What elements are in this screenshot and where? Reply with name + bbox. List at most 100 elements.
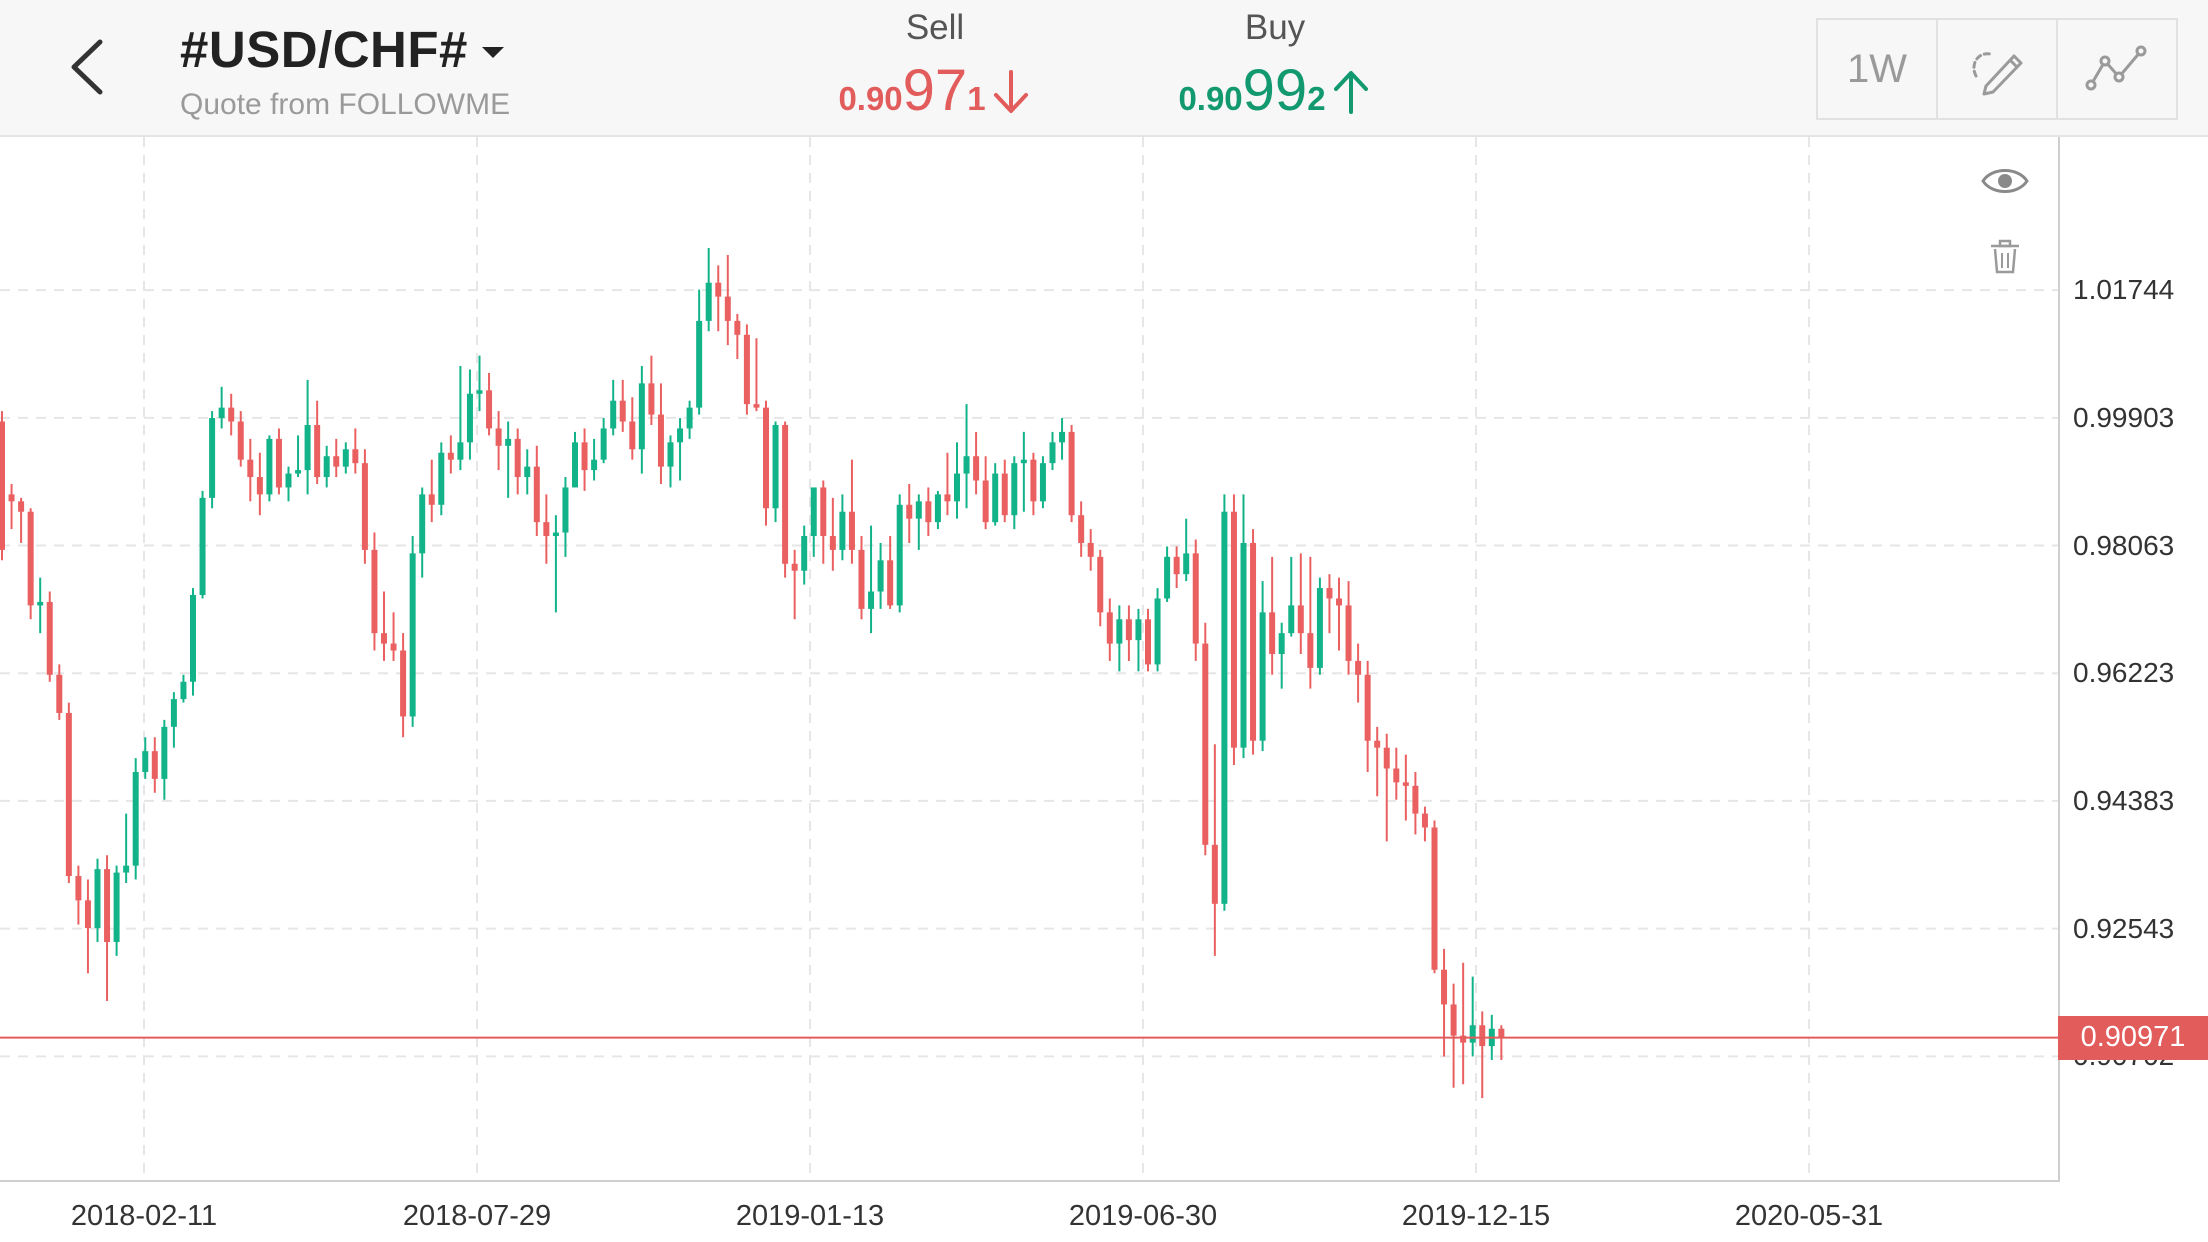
- candle-up: [810, 487, 817, 557]
- candle-up: [839, 494, 846, 561]
- candle-body: [37, 601, 44, 606]
- candle-up: [552, 515, 559, 613]
- candle-up: [476, 355, 483, 412]
- indicator-line-icon: [2085, 45, 2147, 91]
- toggle-drawings-button[interactable]: [1980, 163, 2030, 199]
- candle-body: [533, 466, 540, 523]
- candle-body: [629, 421, 636, 450]
- candle-body: [1059, 431, 1066, 443]
- x-tick-label: 2020-05-31: [1734, 1200, 1884, 1232]
- candle-body: [1240, 542, 1247, 748]
- candle-body: [333, 456, 340, 467]
- candlestick-plot[interactable]: [0, 137, 2058, 1180]
- pen-draw-icon: [1972, 52, 2023, 96]
- candle-body: [457, 442, 464, 460]
- candle-up: [37, 577, 44, 634]
- candle-down: [1145, 608, 1151, 672]
- candle-body: [1068, 431, 1075, 516]
- candle-body: [476, 390, 483, 394]
- candle-body: [1326, 588, 1333, 599]
- x-tick-label: 2018-02-11: [70, 1200, 218, 1232]
- candle-body: [400, 650, 407, 717]
- back-button[interactable]: [58, 32, 118, 102]
- candle-down: [1192, 539, 1199, 661]
- candle-body: [104, 869, 111, 942]
- candle-body: [667, 442, 674, 467]
- symbol-selector[interactable]: #USD/CHF#: [180, 20, 504, 79]
- draw-tool-button[interactable]: [1938, 20, 2058, 118]
- price-chart[interactable]: 1.01744 0.99903 0.98063 0.96223 0.94383 0.925…: [0, 137, 2208, 1242]
- candle-down: [361, 449, 368, 564]
- x-tick-label: 2019-01-13: [735, 1200, 885, 1232]
- current-price-tag: 0.90971: [2058, 1015, 2208, 1060]
- candle-body: [18, 501, 25, 512]
- candle-body: [438, 452, 445, 505]
- buy-price-fraction: 2: [1307, 80, 1326, 117]
- candle-down: [8, 483, 15, 530]
- candle-down: [1450, 983, 1457, 1088]
- candle-up: [638, 366, 645, 474]
- candle-body: [218, 407, 225, 419]
- candle-down: [447, 435, 454, 474]
- candle-body: [982, 480, 989, 523]
- symbol-title: #USD/CHF#: [180, 21, 468, 78]
- candle-down: [275, 428, 282, 495]
- candle-body: [27, 511, 34, 606]
- candle-down: [1211, 744, 1218, 956]
- candle-body: [1250, 542, 1257, 741]
- candle-up: [915, 494, 922, 550]
- candle-down: [906, 483, 913, 543]
- candle-down: [1345, 581, 1352, 675]
- timeframe-button[interactable]: 1W: [1818, 20, 1938, 118]
- candle-up: [877, 542, 884, 609]
- indicator-button[interactable]: [2058, 20, 2176, 118]
- candle-body: [1192, 553, 1199, 644]
- candle-down: [858, 536, 865, 620]
- candle-down: [1364, 660, 1371, 772]
- candle-body: [495, 428, 502, 446]
- candle-down: [1336, 577, 1342, 651]
- delete-drawings-button[interactable]: [1988, 239, 2022, 275]
- sell-button[interactable]: Sell 0.90 97 1: [820, 8, 1050, 120]
- candle-body: [199, 497, 206, 596]
- candle-body: [1183, 553, 1190, 575]
- candle-down: [973, 431, 980, 495]
- candle-down: [1078, 501, 1085, 557]
- candle-body: [1135, 619, 1142, 641]
- sell-price-prefix: 0.90: [838, 80, 903, 117]
- candle-body: [1202, 643, 1209, 845]
- candle-down: [753, 338, 760, 412]
- chart-toolbar: 1W: [1816, 18, 2178, 120]
- x-tick-label: 2019-06-30: [1068, 1200, 1218, 1232]
- candle-body: [94, 869, 101, 929]
- candle-body: [638, 383, 645, 450]
- candle-up: [123, 813, 130, 883]
- candle-up: [161, 719, 168, 800]
- candle-body: [801, 536, 808, 571]
- candle-body: [1421, 813, 1428, 828]
- candle-down: [1412, 771, 1419, 835]
- buy-button[interactable]: Buy 0.90 99 2: [1160, 8, 1390, 120]
- sell-label: Sell: [905, 8, 965, 47]
- y-tick-label: 1.01744: [2073, 274, 2175, 306]
- candle-body: [1125, 619, 1132, 641]
- candle-body: [275, 438, 282, 488]
- candle-body: [743, 334, 750, 405]
- candle-up: [218, 386, 225, 429]
- candle-up: [94, 858, 101, 942]
- candle-down: [1355, 643, 1362, 703]
- candle-body: [724, 296, 731, 321]
- candle-down: [75, 865, 82, 925]
- candle-up: [199, 490, 206, 599]
- candle-down: [734, 313, 741, 360]
- candle-up: [1221, 494, 1228, 911]
- candle-body: [944, 494, 951, 502]
- candle-body: [820, 487, 827, 537]
- candle-body: [46, 601, 53, 675]
- candle-down: [648, 355, 655, 425]
- candle-down: [581, 428, 588, 491]
- candle-body: [170, 699, 177, 727]
- candle-up: [1183, 518, 1190, 582]
- caret-down-icon: [481, 47, 504, 58]
- candle-body: [705, 282, 712, 321]
